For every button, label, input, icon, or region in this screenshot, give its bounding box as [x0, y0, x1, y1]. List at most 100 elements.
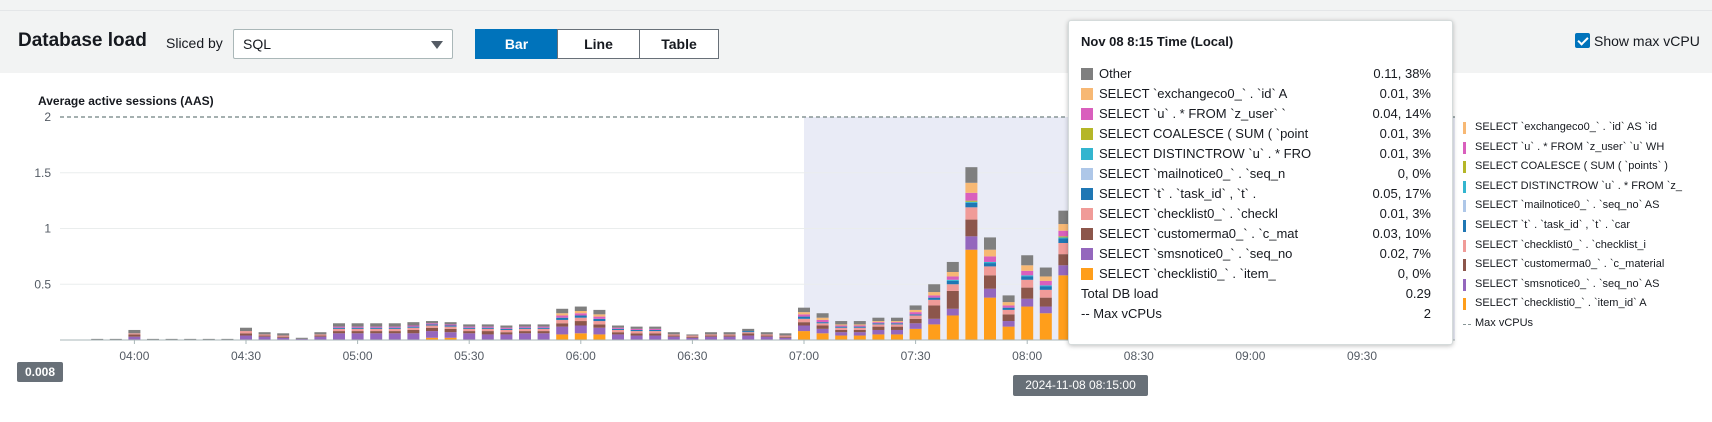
bar-segment-z_user: [407, 325, 420, 327]
bar-segment-z_user: [1039, 280, 1052, 286]
tooltip-row: SELECT `mailnotice0_` . `seq_n 0, 0%: [1081, 164, 1441, 184]
bar-segment-customerma0: [630, 333, 643, 336]
bar-segment-exchangeco0: [798, 312, 810, 315]
bar-stack[interactable]: [853, 321, 866, 340]
bar-segment-z_user: [500, 327, 513, 329]
bar-stack[interactable]: [649, 326, 662, 340]
bar-segment-smsnotice0: [407, 333, 420, 340]
bar-stack[interactable]: [388, 323, 401, 340]
tooltip-total-value: 0.29: [1405, 286, 1431, 301]
bar-stack[interactable]: [1058, 210, 1071, 340]
legend-item[interactable]: SELECT `customerma0_` . `c_material: [1463, 256, 1709, 276]
bar-segment-checklist0: [1058, 242, 1071, 255]
bar-segment-customerma0: [519, 331, 531, 334]
bar-stack[interactable]: [556, 308, 569, 340]
bar-stack[interactable]: [407, 322, 420, 340]
bar-stack[interactable]: [593, 309, 606, 340]
bar-stack[interactable]: [891, 317, 903, 340]
legend-item[interactable]: SELECT `checklist0_` . `checklist_i: [1463, 237, 1709, 257]
x-tick-label: 07:30: [901, 349, 931, 363]
bar-stack[interactable]: [258, 332, 271, 340]
bar-segment-smsnotice0: [816, 328, 829, 334]
bar-segment-checklisti0: [574, 333, 587, 340]
sliced-by-select[interactable]: SQL: [233, 29, 453, 59]
bar-segment-customerma0: [1039, 297, 1052, 307]
bar-stack[interactable]: [277, 333, 290, 340]
tooltip-label: SELECT DISTINCTROW `u` . * FRO: [1099, 146, 1312, 161]
bar-segment-task: [984, 263, 996, 267]
bar-stack[interactable]: [333, 323, 345, 340]
bar-stack[interactable]: [612, 325, 624, 340]
bar-stack[interactable]: [742, 328, 755, 340]
bar-segment-other: [612, 325, 624, 328]
bar-stack[interactable]: [240, 327, 252, 340]
bar-stack[interactable]: [1021, 255, 1034, 340]
bar-stack[interactable]: [426, 321, 438, 340]
bar-stack[interactable]: [314, 332, 327, 340]
bar-segment-exchangeco0: [816, 317, 829, 320]
view-table-button[interactable]: Table: [639, 29, 719, 59]
bar-stack[interactable]: [519, 324, 531, 340]
bar-segment-z_user: [370, 326, 383, 328]
bar-stack[interactable]: [1039, 267, 1052, 340]
bar-stack[interactable]: [705, 332, 717, 340]
bar-stack[interactable]: [909, 305, 922, 340]
bar-stack[interactable]: [463, 324, 476, 340]
bar-segment-checklisti0: [444, 337, 457, 340]
bar-stack[interactable]: [574, 306, 587, 340]
y-tick-label: 1: [44, 222, 51, 236]
bar-segment-customerma0: [463, 331, 476, 334]
bar-segment-smsnotice0: [630, 335, 643, 340]
legend-item[interactable]: SELECT DISTINCTROW `u` . * FROM `z_: [1463, 178, 1709, 198]
bar-stack[interactable]: [370, 323, 383, 340]
bar-segment-z_user: [984, 256, 996, 262]
show-max-vcpu-checkbox[interactable]: [1575, 33, 1590, 48]
bar-segment-checklist0: [946, 284, 959, 291]
bar-stack[interactable]: [128, 329, 141, 340]
bar-stack[interactable]: [928, 284, 941, 340]
bar-segment-smsnotice0: [574, 325, 587, 334]
legend-item[interactable]: SELECT COALESCE ( SUM ( `points` ): [1463, 158, 1709, 178]
bar-stack[interactable]: [872, 317, 885, 340]
bar-segment-task: [537, 327, 550, 329]
bar-stack[interactable]: [686, 334, 699, 340]
legend-label: SELECT `smsnotice0_` . `seq_no` AS: [1475, 277, 1660, 290]
bar-segment-checklist0: [351, 328, 364, 332]
bar-stack[interactable]: [760, 332, 773, 340]
legend-item[interactable]: Max vCPUs: [1463, 315, 1709, 335]
bar-stack[interactable]: [537, 324, 550, 340]
legend-item[interactable]: SELECT `u` . * FROM `z_user` `u` WH: [1463, 139, 1709, 159]
legend-item[interactable]: SELECT `mailnotice0_` . `seq_no` AS: [1463, 197, 1709, 217]
bar-stack[interactable]: [779, 333, 792, 340]
legend-item[interactable]: SELECT `checklisti0_` . `item_id` A: [1463, 295, 1709, 315]
bar-stack[interactable]: [481, 324, 494, 340]
bar-segment-customerma0: [370, 331, 383, 334]
bar-stack[interactable]: [1002, 295, 1015, 340]
bar-segment-smsnotice0: [891, 329, 903, 335]
bar-segment-checklisti0: [1002, 326, 1015, 340]
legend-item[interactable]: SELECT `exchangeco0_` . `id` AS `id: [1463, 119, 1709, 139]
bar-stack[interactable]: [667, 332, 680, 340]
tooltip-total-label: Total DB load: [1081, 286, 1159, 301]
bar-segment-checklisti0: [909, 328, 922, 340]
bar-stack[interactable]: [984, 237, 996, 340]
bar-stack[interactable]: [351, 323, 364, 340]
bar-stack[interactable]: [798, 307, 810, 340]
tooltip-swatch: [1081, 268, 1093, 280]
bar-stack[interactable]: [500, 325, 513, 340]
legend-item[interactable]: SELECT `smsnotice0_` . `seq_no` AS: [1463, 276, 1709, 296]
bar-stack[interactable]: [444, 322, 457, 340]
view-line-button[interactable]: Line: [557, 29, 640, 59]
bar-stack[interactable]: [816, 313, 829, 340]
bar-stack[interactable]: [946, 261, 959, 340]
view-bar-button[interactable]: Bar: [475, 29, 558, 59]
y-tick-label: 0.5: [34, 277, 51, 291]
bar-stack[interactable]: [835, 321, 848, 340]
bar-stack[interactable]: [630, 326, 643, 340]
legend-item[interactable]: SELECT `t` . `task_id` , `t` . `car: [1463, 217, 1709, 237]
tooltip-label: SELECT `customerma0_` . `c_mat: [1099, 226, 1299, 241]
bar-stack[interactable]: [965, 167, 978, 340]
bar-stack[interactable]: [295, 337, 308, 340]
bar-stack[interactable]: [723, 332, 736, 340]
tooltip-value: 0, 0%: [1397, 266, 1431, 281]
